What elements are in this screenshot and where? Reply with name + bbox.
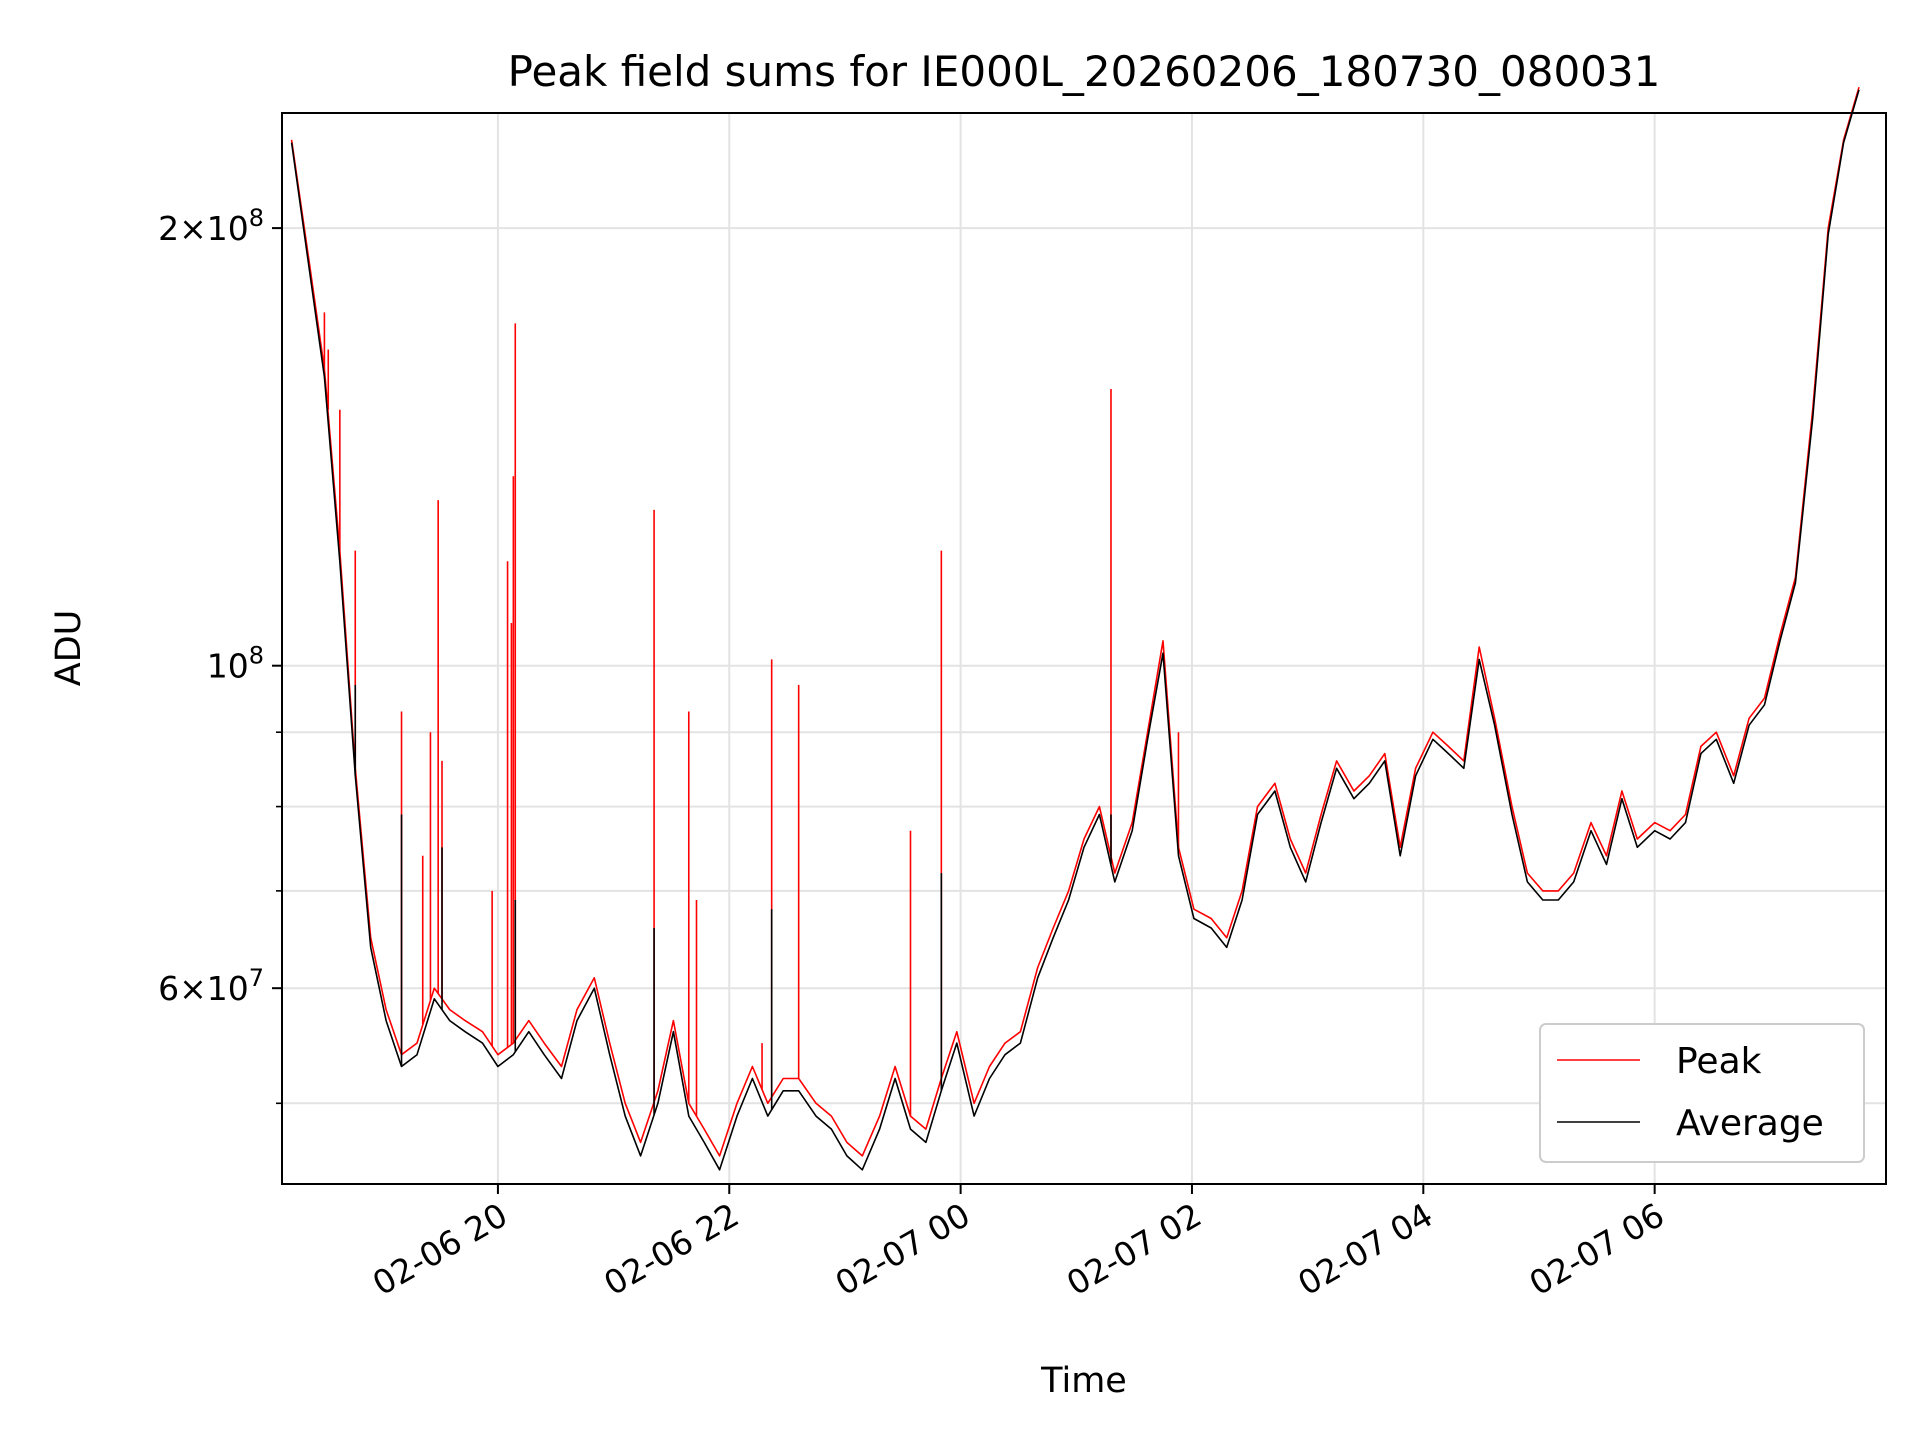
chart-title: Peak field sums for IE000L_20260206_1807… — [508, 47, 1661, 96]
legend-box — [1539, 1023, 1865, 1163]
legend-average-label: Average — [1676, 1103, 1824, 1144]
plot-series — [290, 86, 1860, 1171]
grid — [282, 113, 1886, 1184]
legend: Peak Average — [1539, 1023, 1865, 1163]
y-tick-label: 2×108 — [158, 204, 264, 248]
y-axis-title: ADU — [49, 610, 89, 687]
plot-frame — [281, 112, 1887, 1185]
legend-peak-label: Peak — [1676, 1041, 1762, 1082]
y-tick-label: 108 — [207, 642, 264, 686]
x-axis-title: Time — [1040, 1361, 1127, 1401]
y-tick-label: 6×107 — [158, 964, 264, 1008]
average-series-line — [290, 89, 1860, 1171]
peak-series-line — [290, 86, 1860, 1157]
